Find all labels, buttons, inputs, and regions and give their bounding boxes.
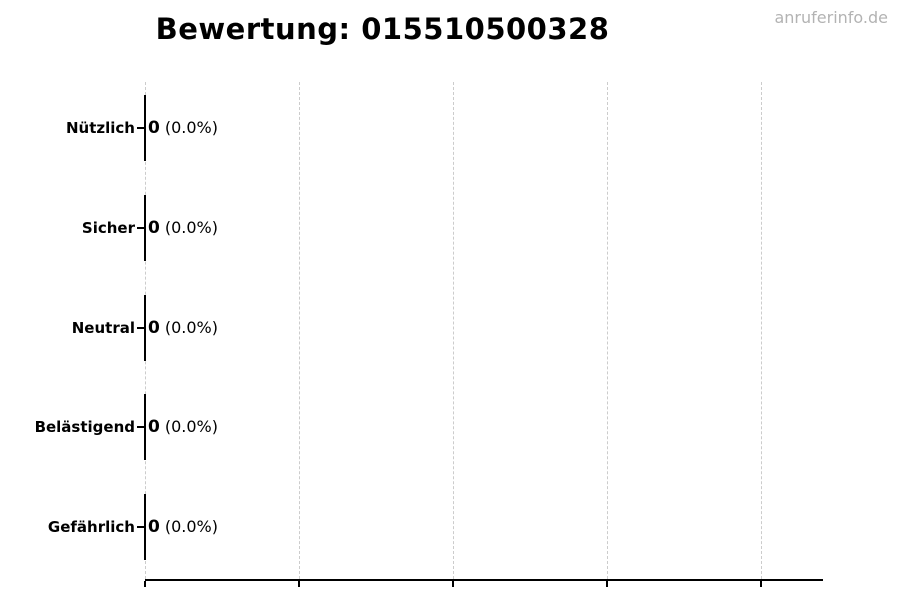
- bar-belaestigend: [144, 394, 146, 460]
- value-label: 0 (0.0%): [148, 417, 218, 437]
- value-label: 0 (0.0%): [148, 318, 218, 338]
- value-label: 0 (0.0%): [148, 218, 218, 238]
- value-count: 0: [148, 417, 160, 437]
- plot-area: [144, 82, 823, 587]
- x-axis-tick: [452, 581, 454, 587]
- value-count: 0: [148, 318, 160, 338]
- x-axis-tick: [144, 581, 146, 587]
- bar-gefaehrlich: [144, 494, 146, 560]
- y-axis-tick: [137, 227, 144, 229]
- gridline: [761, 82, 762, 579]
- gridline: [299, 82, 300, 579]
- watermark: anruferinfo.de: [774, 8, 888, 27]
- bar-nuetzlich: [144, 95, 146, 161]
- y-axis-tick: [137, 426, 144, 428]
- value-count: 0: [148, 218, 160, 238]
- category-label-gefaehrlich: Gefährlich: [47, 518, 135, 536]
- category-label-sicher: Sicher: [81, 219, 135, 237]
- value-percent: (0.0%): [164, 118, 218, 137]
- value-count: 0: [148, 118, 160, 138]
- category-label-nuetzlich: Nützlich: [66, 119, 135, 137]
- x-axis-tick: [760, 581, 762, 587]
- value-percent: (0.0%): [164, 517, 218, 536]
- value-percent: (0.0%): [164, 218, 218, 237]
- value-label: 0 (0.0%): [148, 517, 218, 537]
- value-label: 0 (0.0%): [148, 118, 218, 138]
- y-axis-tick: [137, 327, 144, 329]
- value-percent: (0.0%): [164, 318, 218, 337]
- bar-sicher: [144, 195, 146, 261]
- chart-title: Bewertung: 015510500328: [155, 12, 610, 46]
- category-label-neutral: Neutral: [71, 319, 135, 337]
- x-axis-tick: [606, 581, 608, 587]
- gridline: [453, 82, 454, 579]
- y-axis-tick: [137, 127, 144, 129]
- value-percent: (0.0%): [164, 417, 218, 436]
- y-axis-tick: [137, 526, 144, 528]
- gridline: [607, 82, 608, 579]
- bar-neutral: [144, 295, 146, 361]
- x-axis-tick: [298, 581, 300, 587]
- value-count: 0: [148, 517, 160, 537]
- category-label-belaestigend: Belästigend: [34, 418, 135, 436]
